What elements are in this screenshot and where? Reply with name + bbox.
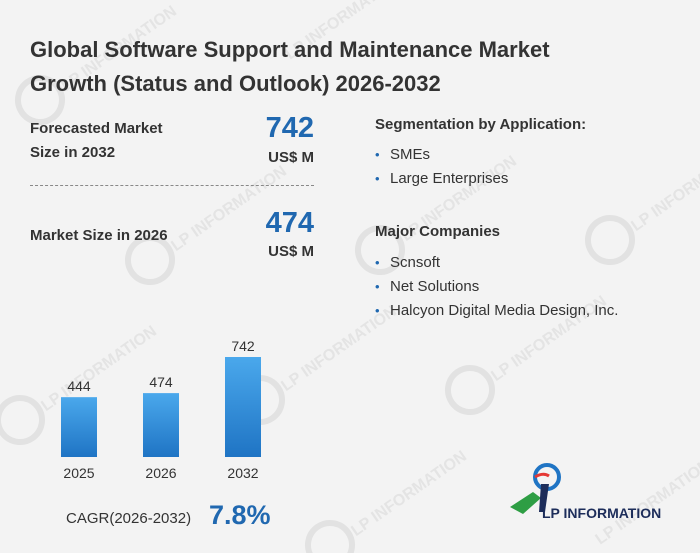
segment-label: Large Enterprises (390, 170, 509, 187)
companies-list: • Scnsoft • Net Solutions • Halcyon Digital… (375, 251, 618, 323)
list-item: • Net Solutions (375, 275, 618, 299)
bar-2032 (225, 357, 261, 457)
bar-2025 (61, 397, 97, 457)
x-tick-label: 2032 (227, 465, 258, 481)
list-item: • Scnsoft (375, 251, 618, 275)
forecast-label: Forecasted Market Size in 2032 (30, 120, 163, 161)
brand-name: LP INFORMATION (542, 505, 662, 521)
cagr-value: 7.8% (209, 500, 271, 530)
data-label: 474 (149, 374, 173, 390)
current-label: Market Size in 2026 (30, 227, 168, 244)
bullet-icon: • (375, 171, 380, 186)
list-item: • Large Enterprises (375, 167, 508, 191)
data-label: 444 (67, 378, 91, 394)
divider (30, 185, 314, 186)
bar-2026 (143, 393, 179, 457)
x-tick-label: 2025 (63, 465, 94, 481)
company-label: Net Solutions (390, 278, 480, 295)
list-item: • SMEs (375, 143, 508, 167)
list-item: • Halcyon Digital Media Design, Inc. (375, 299, 618, 323)
page-title: Global Software Support and Maintenance … (30, 37, 550, 96)
forecast-value: 742 (265, 112, 314, 144)
company-label: Scnsoft (390, 254, 441, 271)
current-unit: US$ M (268, 243, 314, 260)
bullet-icon: • (375, 303, 380, 318)
cagr-label: CAGR(2026-2032) (66, 510, 192, 527)
segmentation-list: • SMEs • Large Enterprises (375, 143, 508, 191)
segmentation-heading: Segmentation by Application: (375, 116, 587, 133)
companies-heading: Major Companies (375, 223, 501, 240)
segment-label: SMEs (390, 146, 431, 163)
logo-icon (510, 463, 561, 514)
brand-logo (510, 463, 561, 514)
current-value: 474 (265, 207, 314, 239)
company-label: Halcyon Digital Media Design, Inc. (390, 302, 619, 319)
x-tick-label: 2026 (145, 465, 176, 481)
data-label: 742 (231, 338, 255, 354)
bullet-icon: • (375, 279, 380, 294)
bullet-icon: • (375, 147, 380, 162)
bullet-icon: • (375, 255, 380, 270)
forecast-unit: US$ M (268, 149, 314, 166)
